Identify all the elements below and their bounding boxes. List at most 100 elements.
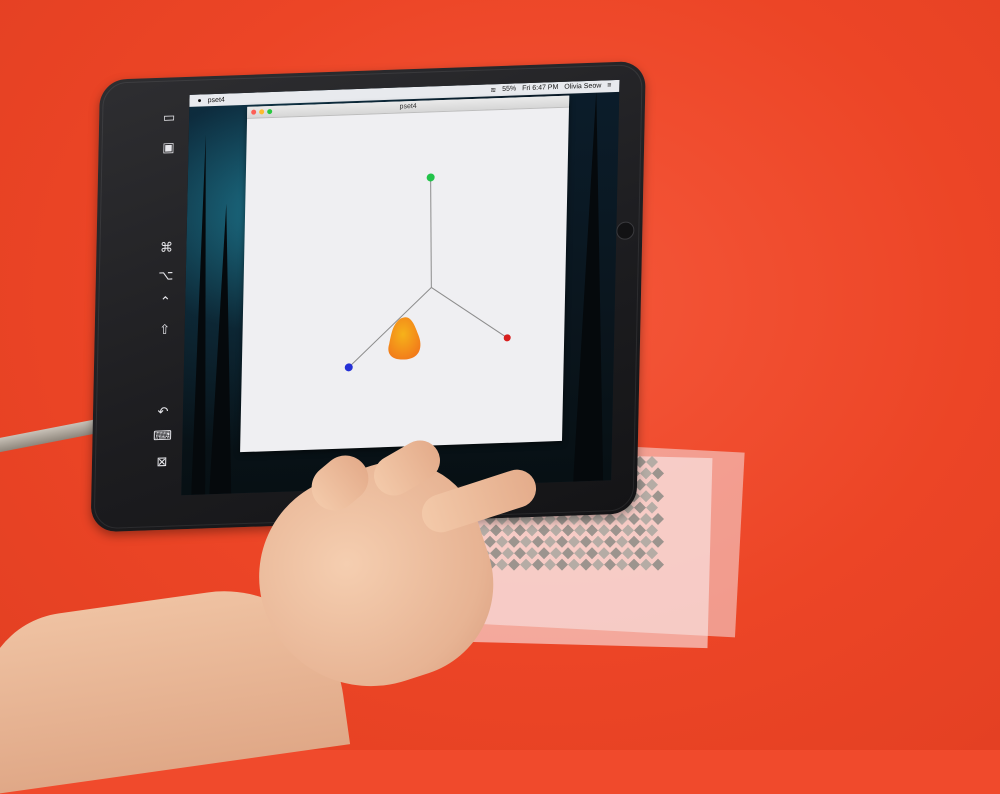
shift-icon[interactable]: ⇧	[159, 321, 171, 337]
sensor-electrode	[640, 467, 652, 480]
zoom-button[interactable]	[267, 108, 273, 115]
sensor-electrode	[616, 558, 628, 571]
sensor-electrode	[502, 524, 514, 537]
sensor-electrode	[640, 490, 652, 503]
command-icon[interactable]: ⌘	[159, 239, 174, 255]
node-left[interactable]	[344, 363, 353, 372]
sensor-electrode	[532, 535, 544, 548]
sensor-electrode	[652, 513, 664, 525]
sensor-electrode	[640, 535, 652, 548]
node-top[interactable]	[426, 173, 435, 182]
pset4-window: pset4	[240, 95, 570, 453]
sensor-electrode	[526, 547, 538, 560]
user-name[interactable]: Olivia Seow	[564, 82, 602, 91]
sensor-electrode	[640, 513, 652, 525]
sensor-electrode	[646, 501, 658, 514]
axis-right	[431, 287, 508, 339]
sensor-electrode	[652, 558, 664, 571]
sensor-electrode	[514, 524, 526, 537]
battery-level[interactable]: 55%	[502, 85, 517, 93]
sensor-electrode	[574, 547, 586, 560]
minimize-button[interactable]	[259, 109, 265, 115]
sensor-electrode	[652, 535, 664, 548]
sensor-electrode	[556, 535, 568, 548]
sensor-electrode	[568, 535, 580, 548]
touch-blob	[388, 317, 421, 360]
menu-icon[interactable]: ≡	[607, 82, 612, 90]
sensor-electrode	[520, 558, 532, 571]
option-icon[interactable]: ⌥	[158, 267, 174, 284]
sensor-electrode	[622, 547, 634, 560]
keyboard-icon[interactable]: ⌨	[152, 427, 173, 444]
sensor-electrode	[580, 513, 592, 525]
sensor-electrode	[568, 558, 580, 571]
sensor-electrode	[508, 535, 520, 548]
sensor-electrode	[604, 558, 616, 571]
sensor-electrode	[634, 501, 646, 514]
sensor-electrode	[628, 558, 640, 571]
sensor-electrode	[634, 478, 646, 491]
sensor-electrode	[616, 513, 628, 525]
sensor-electrode	[520, 535, 532, 548]
sensor-electrode	[538, 524, 550, 537]
tablet: ▭ ▣ ⌘ ⌥ ⌃ ⇧ ↶ ⌨ ⊠ ● pset4 ≋ 55% Fri 6:47…	[90, 60, 646, 533]
sensor-electrode	[598, 524, 610, 537]
sensor-electrode	[640, 558, 652, 571]
sensor-electrode	[622, 524, 634, 537]
sensor-electrode	[652, 490, 664, 503]
sensor-electrode	[538, 547, 550, 560]
sensor-electrode	[574, 524, 586, 537]
sensor-electrode	[478, 524, 490, 537]
clock[interactable]: Fri 6:47 PM	[522, 83, 559, 93]
sensor-electrode	[586, 524, 598, 537]
sensor-electrode	[496, 535, 508, 548]
tablet-screen: ● pset4 ≋ 55% Fri 6:47 PM Olivia Seow ≡ …	[181, 79, 620, 496]
sensor-electrode	[562, 547, 574, 560]
sensor-electrode	[496, 558, 508, 571]
app-menu[interactable]: pset4	[207, 96, 225, 104]
sensor-electrode	[580, 558, 592, 571]
control-icon[interactable]: ⌃	[159, 293, 171, 309]
sensor-electrode	[526, 524, 538, 537]
sensor-electrode	[586, 547, 598, 560]
sensor-electrode	[610, 547, 622, 560]
sensor-electrode	[490, 547, 502, 560]
sensor-electrode	[610, 524, 622, 537]
sensor-electrode	[598, 547, 610, 560]
sensor-electrode	[556, 558, 568, 571]
sensor-electrode	[628, 535, 640, 548]
sensor-electrode	[502, 547, 514, 560]
sensor-electrode	[532, 558, 544, 571]
window-icon[interactable]: ▭	[162, 109, 176, 125]
sensor-electrode	[490, 524, 502, 537]
sensor-electrode	[508, 558, 520, 571]
sensor-electrode	[580, 535, 592, 548]
axis-top	[430, 177, 432, 288]
undo-icon[interactable]: ↶	[157, 403, 169, 420]
sensor-electrode	[562, 524, 574, 537]
sensor-electrode	[550, 547, 562, 560]
sensor-electrode	[604, 535, 616, 548]
sensor-electrode	[592, 535, 604, 548]
sensor-electrode	[550, 524, 562, 537]
sensor-electrode	[484, 535, 496, 548]
screen-icon[interactable]: ▣	[162, 139, 175, 155]
sensor-electrode	[646, 547, 658, 560]
node-right[interactable]	[503, 334, 511, 342]
sensor-electrode	[544, 558, 556, 571]
window-title: pset4	[399, 102, 417, 111]
close-button[interactable]	[251, 109, 257, 115]
hide-icon[interactable]: ⊠	[156, 453, 168, 470]
sensor-electrode	[634, 524, 646, 537]
plot-canvas[interactable]	[240, 108, 569, 453]
sensor-electrode	[544, 535, 556, 548]
axis-left	[348, 287, 432, 368]
sensor-electrode	[652, 467, 664, 480]
wifi-icon[interactable]: ≋	[490, 87, 497, 95]
apple-icon[interactable]: ●	[197, 96, 202, 105]
sensor-electrode	[568, 513, 580, 525]
sensor-electrode	[646, 478, 658, 491]
sensor-electrode	[592, 558, 604, 571]
sensor-electrode	[514, 547, 526, 560]
sensor-electrode	[616, 535, 628, 548]
